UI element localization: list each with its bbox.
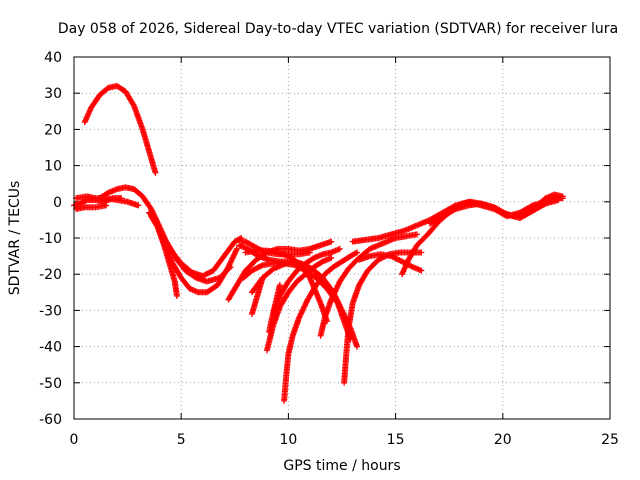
data-point [152,169,159,176]
y-tick-label: 0 [53,195,62,211]
series-arc-25 [426,196,562,227]
data-point [555,196,562,203]
x-tick-label: 25 [601,432,619,448]
data-point [135,202,142,209]
data-series [71,82,566,404]
data-point [354,343,361,350]
data-point [414,231,421,238]
y-tick-label: -30 [39,303,62,319]
data-point [408,263,415,270]
data-point [130,101,137,108]
data-point [306,249,313,256]
y-tick-label: 40 [44,50,62,66]
series-arc-16 [263,254,335,354]
data-point [287,258,294,265]
chart-title: Day 058 of 2026, Sidereal Day-to-day VTE… [58,21,618,37]
series-arc-1 [81,82,159,176]
data-point [103,202,110,209]
data-point [226,265,233,272]
series-arc-8 [156,227,234,285]
data-point [502,210,509,217]
x-tick-label: 20 [494,432,512,448]
series-arc-3 [73,193,142,209]
x-tick-label: 10 [279,432,297,448]
series-arc-4 [73,202,110,213]
y-tick-label: 20 [44,122,62,138]
data-point [328,254,335,261]
data-point [259,274,266,281]
data-point [451,206,458,213]
data-point [236,235,243,242]
y-axis-label: SDTVAR / TECUs [7,181,23,296]
x-tick-label: 5 [177,432,186,448]
y-tick-label: -60 [39,412,62,428]
x-tick-labels: 0 5 10 15 20 25 [70,432,619,448]
data-point [276,282,283,289]
y-tick-label: 30 [44,86,62,102]
series-arc-21 [341,249,425,386]
data-point [354,249,361,256]
data-point [328,238,335,245]
data-point [418,267,425,274]
data-point [336,245,343,252]
y-tick-label: -50 [39,376,62,392]
data-point [352,250,359,257]
series-arc-15 [248,274,266,318]
data-point [418,249,425,256]
data-point [541,201,548,208]
data-point [233,245,240,252]
y-tick-labels: -60 -50 -40 -30 -20 -10 0 10 20 30 40 [39,50,62,428]
y-tick-label: 10 [44,159,62,175]
y-tick-label: -20 [39,267,62,283]
data-point [227,263,234,270]
grid [74,57,610,419]
x-tick-label: 15 [387,432,405,448]
data-point [559,193,566,200]
series-arc-19 [266,282,283,336]
x-axis-label: GPS time / hours [283,458,400,474]
plot-border [73,56,611,420]
series-arc-18 [281,249,361,404]
y-tick-label: -10 [39,231,62,247]
x-tick-label: 0 [70,432,79,448]
y-tick-label: -40 [39,340,62,356]
series-arc-20 [317,231,421,339]
data-point [173,292,180,299]
data-point [258,262,265,269]
series-arc-23 [349,195,566,245]
